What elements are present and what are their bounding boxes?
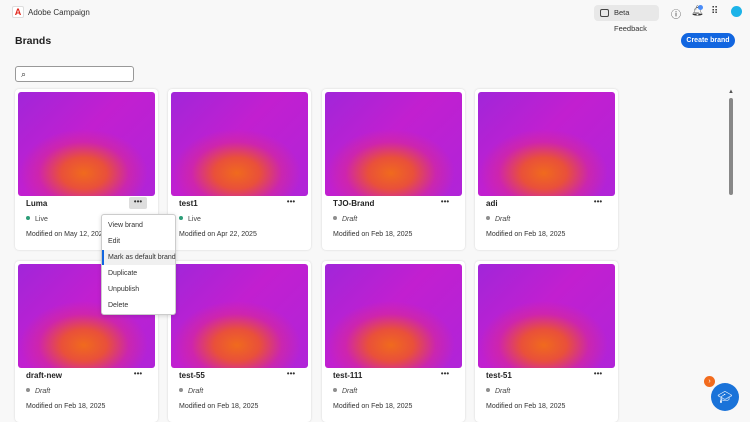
modified-date: Modified on Feb 18, 2025	[486, 403, 566, 410]
status-label: Draft	[35, 388, 51, 395]
modified-date: Modified on May 12, 2025	[26, 231, 107, 238]
status-badge: Draft	[333, 388, 357, 395]
status-dot	[486, 388, 490, 392]
status-badge: Live	[26, 216, 48, 223]
status-badge: Live	[179, 216, 201, 223]
adobe-logo[interactable]: A	[12, 6, 24, 18]
status-badge: Draft	[179, 388, 203, 395]
brand-name: draft-new	[26, 371, 62, 380]
more-options-button[interactable]: •••	[133, 369, 143, 378]
apps-grid-icon[interactable]: ⠿	[711, 6, 718, 17]
brand-name: test1	[179, 199, 198, 208]
status-dot	[486, 216, 490, 220]
menu-item-view-brand[interactable]: View brand	[108, 222, 143, 229]
more-options-button[interactable]: •••	[129, 197, 147, 209]
menu-item-edit[interactable]: Edit	[108, 238, 121, 245]
brand-name: test-111	[333, 371, 363, 380]
status-badge: Draft	[333, 216, 357, 223]
search-input[interactable]: ⌕	[15, 66, 134, 82]
more-options-button[interactable]: •••	[286, 197, 296, 206]
menu-item-mark-as-default-brand[interactable]: Mark as default brand	[102, 250, 176, 265]
learn-help-button[interactable]: 🎓︎	[711, 383, 739, 411]
more-options-button[interactable]: •••	[440, 369, 450, 378]
brand-name: test-55	[179, 371, 205, 380]
status-label: Draft	[188, 388, 204, 395]
status-label: Live	[188, 216, 201, 223]
brand-thumbnail[interactable]	[478, 92, 615, 196]
brand-name: TJO-Brand	[333, 199, 375, 208]
avatar[interactable]	[731, 6, 742, 17]
help-icon[interactable]: ⓘ	[671, 10, 681, 21]
status-label: Draft	[495, 216, 511, 223]
modified-date: Modified on Feb 18, 2025	[26, 403, 106, 410]
modified-date: Modified on Feb 18, 2025	[179, 403, 259, 410]
menu-item-duplicate[interactable]: Duplicate	[108, 270, 138, 277]
scrollbar[interactable]	[729, 98, 733, 195]
status-label: Draft	[342, 388, 358, 395]
status-dot	[333, 216, 337, 220]
bell-icon[interactable]: 🔔︎	[691, 6, 704, 17]
scroll-up-arrow[interactable]: ▲	[728, 89, 734, 95]
brand-thumbnail[interactable]	[18, 92, 155, 196]
status-dot	[179, 388, 183, 392]
brand-card[interactable]: test1 ••• Live Modified on Apr 22, 2025	[168, 89, 311, 250]
more-options-button[interactable]: •••	[593, 369, 603, 378]
modified-date: Modified on Feb 18, 2025	[333, 231, 413, 238]
status-dot	[333, 388, 337, 392]
brand-name: test-51	[486, 371, 512, 380]
beta-feedback-label: Beta Feedback	[614, 8, 647, 33]
brand-name: Luma	[26, 199, 48, 208]
status-dot	[179, 216, 183, 220]
search-icon: ⌕	[21, 69, 27, 79]
app-title: Adobe Campaign	[28, 8, 90, 17]
notification-badge	[698, 5, 703, 10]
more-options-button[interactable]: •••	[593, 197, 603, 206]
menu-item-delete[interactable]: Delete	[108, 302, 129, 309]
modified-date: Modified on Apr 22, 2025	[179, 231, 257, 238]
status-badge: Draft	[486, 216, 510, 223]
status-label: Live	[35, 216, 48, 223]
menu-item-unpublish[interactable]: Unpublish	[108, 286, 140, 293]
brand-card[interactable]: TJO-Brand ••• Draft Modified on Feb 18, …	[322, 89, 465, 250]
top-bar: A Adobe Campaign Beta Feedback ⓘ 🔔︎ ⠿	[0, 0, 750, 33]
modified-date: Modified on Feb 18, 2025	[486, 231, 566, 238]
status-label: Draft	[495, 388, 511, 395]
create-brand-button[interactable]: Create brand	[681, 33, 735, 48]
brand-thumbnail[interactable]	[478, 264, 615, 368]
brand-thumbnail[interactable]	[325, 264, 462, 368]
status-dot	[26, 388, 30, 392]
brand-card[interactable]: test-55 ••• Draft Modified on Feb 18, 20…	[168, 261, 311, 422]
brand-thumbnail[interactable]	[325, 92, 462, 196]
context-menu: View brand Edit Mark as default brand Dupli…	[101, 214, 176, 315]
beta-feedback-button[interactable]: Beta Feedback	[594, 5, 659, 33]
status-dot	[26, 216, 30, 220]
brand-card[interactable]: test-51 ••• Draft Modified on Feb 18, 20…	[475, 261, 618, 422]
status-badge: Draft	[26, 388, 50, 395]
brand-name: adi	[486, 199, 498, 208]
status-badge: Draft	[486, 388, 510, 395]
more-options-button[interactable]: •••	[440, 197, 450, 206]
status-label: Draft	[342, 216, 358, 223]
brand-thumbnail[interactable]	[171, 264, 308, 368]
brand-card[interactable]: test-111 ••• Draft Modified on Feb 18, 2…	[322, 261, 465, 422]
brand-thumbnail[interactable]	[171, 92, 308, 196]
feedback-icon	[600, 9, 609, 17]
more-options-button[interactable]: •••	[286, 369, 296, 378]
chevron-right-icon[interactable]: ›	[704, 376, 715, 387]
brand-card[interactable]: adi ••• Draft Modified on Feb 18, 2025	[475, 89, 618, 250]
page-title: Brands	[15, 35, 52, 47]
modified-date: Modified on Feb 18, 2025	[333, 403, 413, 410]
